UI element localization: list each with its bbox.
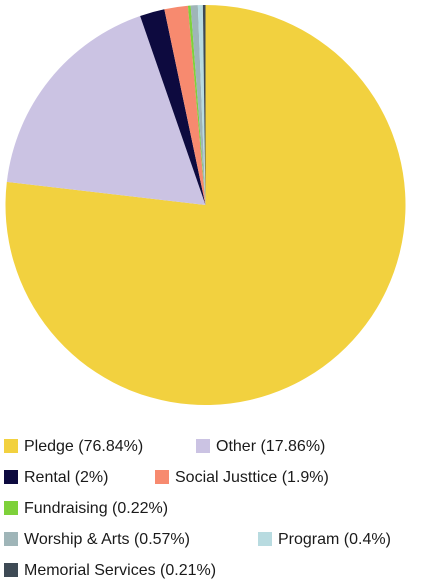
legend-label: Memorial Services (0.21%) — [24, 562, 216, 579]
pie-slice — [190, 5, 206, 205]
pie-slice — [202, 5, 206, 205]
legend-swatch — [4, 532, 18, 546]
legend-label: Program (0.4%) — [278, 531, 391, 548]
legend-swatch — [196, 439, 210, 453]
legend-label: Worship & Arts (0.57%) — [24, 531, 190, 548]
pie-slice — [197, 5, 206, 205]
legend-label: Pledge (76.84%) — [24, 438, 143, 455]
legend-swatch — [4, 470, 18, 484]
legend-label: Fundraising (0.22%) — [24, 500, 168, 517]
legend-swatch — [258, 532, 272, 546]
legend-label: Social Justtice (1.9%) — [175, 469, 329, 486]
legend-label: Rental (2%) — [24, 469, 108, 486]
pie-slice — [187, 5, 206, 206]
legend-swatch — [155, 470, 169, 484]
pie-slice — [140, 9, 206, 206]
legend-swatch — [4, 501, 18, 515]
legend-swatch — [4, 439, 18, 453]
pie-slice — [164, 5, 206, 205]
legend-label: Other (17.86%) — [216, 438, 325, 455]
pie-slice — [6, 15, 206, 206]
pie-slice — [5, 5, 406, 405]
legend-swatch — [4, 563, 18, 577]
